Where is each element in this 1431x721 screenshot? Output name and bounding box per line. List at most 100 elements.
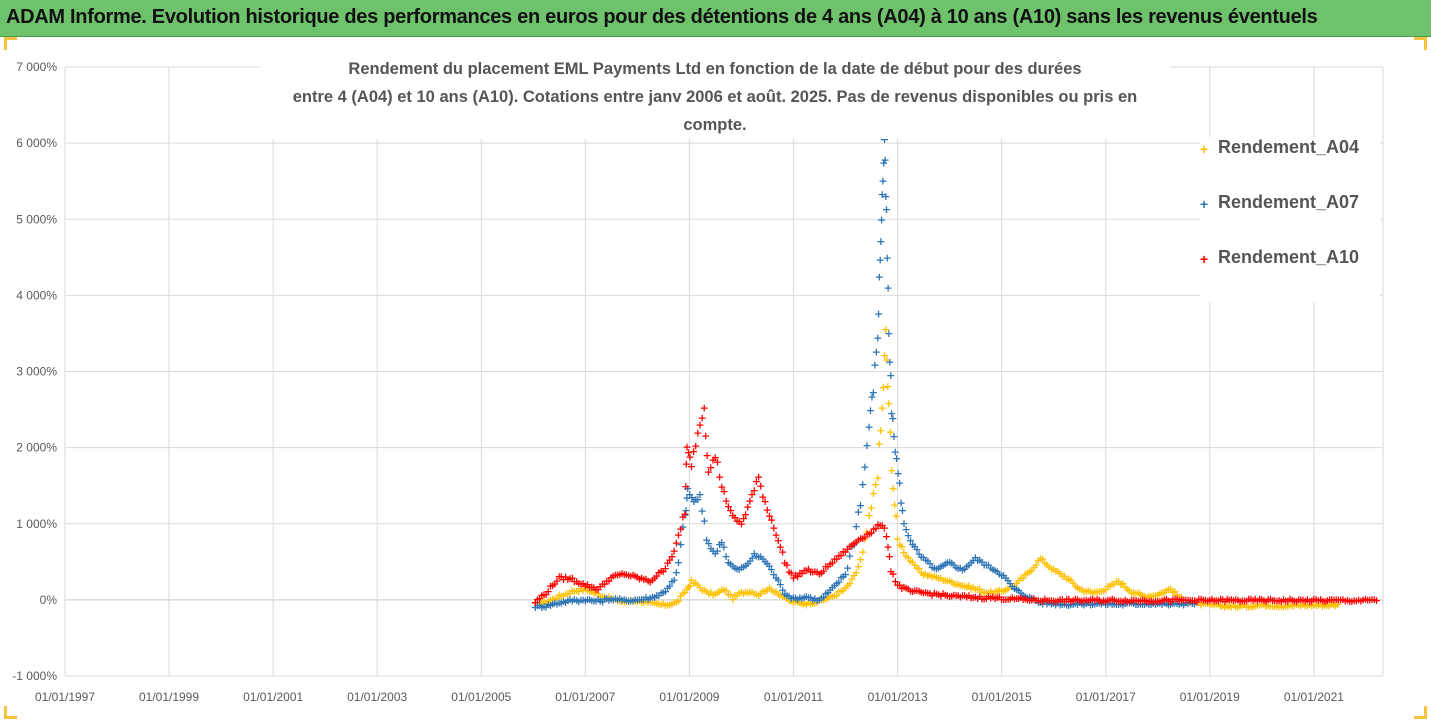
data-point: +: [1175, 590, 1184, 603]
data-point: +: [1160, 593, 1169, 606]
data-point: +: [793, 595, 802, 608]
data-point: +: [986, 592, 995, 605]
data-point: +: [615, 592, 624, 605]
data-point: +: [606, 593, 615, 606]
data-point: +: [904, 582, 913, 595]
data-point: +: [1042, 558, 1051, 571]
data-point: +: [1229, 594, 1238, 607]
data-point: +: [1120, 597, 1129, 610]
data-point: +: [1261, 595, 1270, 608]
data-point: +: [1301, 595, 1310, 608]
data-point: +: [1127, 594, 1136, 607]
data-point: +: [887, 407, 896, 420]
data-point: +: [559, 595, 568, 608]
data-point: +: [654, 566, 663, 579]
data-point: +: [839, 584, 848, 597]
data-point: +: [1196, 593, 1205, 606]
data-point: +: [1216, 600, 1225, 613]
data-point: +: [563, 594, 572, 607]
data-point: +: [1123, 597, 1132, 610]
data-point: +: [1018, 588, 1027, 601]
data-point: +: [626, 595, 635, 608]
frame-corner-tr: [1414, 37, 1427, 50]
legend-label-a04: Rendement_A04: [1218, 137, 1360, 157]
data-point: +: [815, 593, 824, 606]
data-point: +: [852, 535, 861, 548]
data-point: +: [596, 580, 605, 593]
data-point: +: [1227, 593, 1236, 606]
data-point: +: [1222, 599, 1231, 612]
data-point: +: [769, 522, 778, 535]
data-point: +: [587, 594, 596, 607]
data-point: +: [1326, 598, 1335, 611]
data-point: +: [867, 390, 876, 403]
data-point: +: [1216, 593, 1225, 606]
data-point: +: [954, 589, 963, 602]
data-point: +: [871, 522, 880, 535]
data-point: +: [832, 589, 841, 602]
data-point: +: [841, 545, 850, 558]
data-point: +: [872, 346, 881, 359]
data-point: +: [883, 281, 892, 294]
data-point: +: [735, 515, 744, 528]
data-point: +: [1173, 592, 1182, 605]
data-point: +: [1314, 594, 1323, 607]
data-point: +: [691, 493, 700, 506]
data-point: +: [1363, 593, 1372, 606]
data-point: +: [1090, 586, 1099, 599]
data-point: +: [700, 514, 709, 527]
data-point: +: [689, 445, 698, 458]
data-point: +: [789, 571, 798, 584]
data-point: +: [1092, 593, 1101, 606]
data-point: +: [1049, 597, 1058, 610]
data-point: +: [557, 589, 566, 602]
data-point: +: [1027, 564, 1036, 577]
data-point: +: [828, 556, 837, 569]
data-point: +: [980, 558, 989, 571]
data-point: +: [1251, 600, 1260, 613]
data-point: +: [821, 587, 830, 600]
data-point: +: [997, 593, 1006, 606]
data-point: +: [1246, 600, 1255, 613]
data-point: +: [901, 549, 910, 562]
data-point: +: [1038, 598, 1047, 611]
data-point: +: [741, 559, 750, 572]
data-point: +: [1025, 565, 1034, 578]
data-point: +: [700, 401, 709, 414]
data-point: +: [1294, 599, 1303, 612]
data-point: +: [598, 590, 607, 603]
data-point: +: [568, 572, 577, 585]
data-point: +: [591, 586, 600, 599]
data-point: +: [631, 569, 640, 582]
data-point: +: [1108, 593, 1117, 606]
data-point: +: [873, 331, 882, 344]
data-point: +: [568, 595, 577, 608]
data-point: +: [889, 430, 898, 443]
data-point: +: [980, 593, 989, 606]
data-point: +: [758, 552, 767, 565]
data-point: +: [878, 519, 887, 532]
legend-item-a04: + Rendement_A04: [1200, 137, 1380, 192]
data-point: +: [975, 590, 984, 603]
data-point: +: [876, 253, 885, 266]
data-point: +: [1209, 599, 1218, 612]
data-point: +: [650, 596, 659, 609]
y-tick-label: 5 000%: [16, 212, 57, 226]
data-point: +: [1010, 580, 1019, 593]
data-point: +: [1051, 598, 1060, 611]
data-point: +: [1305, 598, 1314, 611]
data-point: +: [656, 587, 665, 600]
data-point: +: [949, 578, 958, 591]
data-point: +: [1214, 598, 1223, 611]
data-point: +: [841, 581, 850, 594]
data-point: +: [1045, 594, 1054, 607]
data-point: +: [839, 545, 848, 558]
data-point: +: [596, 590, 605, 603]
data-point: +: [969, 554, 978, 567]
data-point: +: [1110, 578, 1119, 591]
data-point: +: [923, 587, 932, 600]
data-point: +: [756, 479, 765, 492]
data-point: +: [711, 587, 720, 600]
data-point: +: [706, 542, 715, 555]
data-point: +: [1329, 593, 1338, 606]
